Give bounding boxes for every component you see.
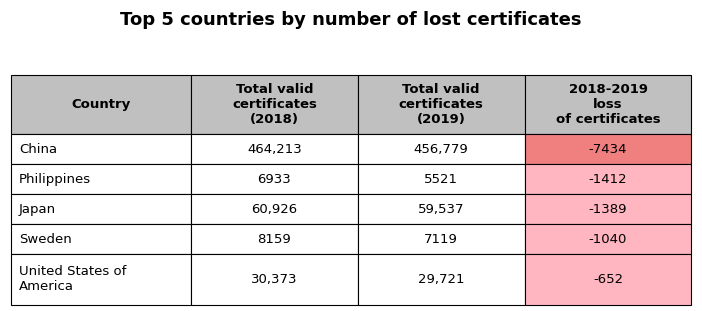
Bar: [191, 134, 358, 165]
Bar: [358, 224, 524, 254]
Text: -1412: -1412: [589, 173, 628, 186]
Bar: [358, 254, 524, 305]
Text: Sweden: Sweden: [19, 233, 72, 246]
Text: 8159: 8159: [258, 233, 291, 246]
Text: Philippines: Philippines: [19, 173, 91, 186]
Text: 2018-2019
loss
of certificates: 2018-2019 loss of certificates: [556, 83, 661, 126]
Text: China: China: [19, 143, 57, 156]
Text: 60,926: 60,926: [251, 203, 298, 216]
Bar: [191, 75, 358, 134]
Bar: [358, 194, 524, 224]
Bar: [191, 224, 358, 254]
Bar: [524, 134, 691, 165]
Text: Total valid
certificates
(2019): Total valid certificates (2019): [399, 83, 484, 126]
Text: -1040: -1040: [589, 233, 628, 246]
Text: Country: Country: [71, 98, 131, 111]
Text: -652: -652: [593, 273, 623, 286]
Bar: [358, 165, 524, 194]
Text: 59,537: 59,537: [418, 203, 465, 216]
Bar: [358, 134, 524, 165]
Text: Top 5 countries by number of lost certificates: Top 5 countries by number of lost certif…: [120, 11, 582, 29]
Text: Total valid
certificates
(2018): Total valid certificates (2018): [232, 83, 317, 126]
Bar: [524, 194, 691, 224]
Text: 6933: 6933: [258, 173, 291, 186]
Bar: [358, 75, 524, 134]
Text: 30,373: 30,373: [251, 273, 298, 286]
Text: 464,213: 464,213: [247, 143, 302, 156]
Bar: [11, 254, 191, 305]
Bar: [191, 194, 358, 224]
Bar: [11, 134, 191, 165]
Text: 5521: 5521: [424, 173, 458, 186]
Text: 456,779: 456,779: [414, 143, 469, 156]
Text: United States of
America: United States of America: [19, 266, 126, 294]
Text: 7119: 7119: [424, 233, 458, 246]
Bar: [191, 165, 358, 194]
Bar: [524, 75, 691, 134]
Text: -7434: -7434: [589, 143, 628, 156]
Text: -1389: -1389: [589, 203, 628, 216]
Bar: [11, 165, 191, 194]
Text: 29,721: 29,721: [418, 273, 465, 286]
Bar: [11, 224, 191, 254]
Bar: [524, 224, 691, 254]
Text: Japan: Japan: [19, 203, 56, 216]
Bar: [11, 75, 191, 134]
Bar: [191, 254, 358, 305]
Bar: [524, 254, 691, 305]
Bar: [524, 165, 691, 194]
Bar: [11, 194, 191, 224]
